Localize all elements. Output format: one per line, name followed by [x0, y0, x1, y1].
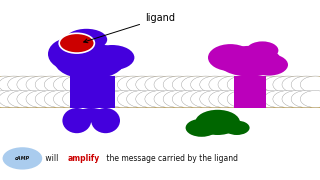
- Circle shape: [3, 147, 42, 170]
- Circle shape: [245, 91, 276, 108]
- Circle shape: [44, 76, 75, 93]
- Circle shape: [117, 76, 148, 93]
- Ellipse shape: [62, 108, 91, 133]
- Circle shape: [26, 76, 56, 93]
- Circle shape: [264, 76, 294, 93]
- Circle shape: [81, 76, 111, 93]
- Bar: [0, 91, 320, 93]
- Circle shape: [255, 91, 285, 108]
- Circle shape: [282, 91, 312, 108]
- Circle shape: [145, 91, 175, 108]
- Ellipse shape: [186, 119, 218, 137]
- Circle shape: [291, 76, 320, 93]
- Circle shape: [163, 91, 193, 108]
- Bar: [0, 76, 320, 108]
- Circle shape: [99, 76, 129, 93]
- Circle shape: [136, 91, 166, 108]
- Circle shape: [236, 76, 267, 93]
- Bar: [70, 76, 115, 94]
- Ellipse shape: [66, 29, 107, 50]
- Text: the message carried by the ligand: the message carried by the ligand: [104, 154, 238, 163]
- Ellipse shape: [91, 108, 120, 133]
- Circle shape: [154, 91, 184, 108]
- Circle shape: [35, 91, 65, 108]
- Circle shape: [63, 91, 93, 108]
- Circle shape: [108, 76, 139, 93]
- Circle shape: [227, 91, 257, 108]
- Bar: [70, 90, 115, 108]
- Circle shape: [209, 91, 239, 108]
- Circle shape: [26, 91, 56, 108]
- Bar: [234, 90, 266, 92]
- Bar: [70, 90, 115, 92]
- Ellipse shape: [224, 121, 250, 135]
- Circle shape: [127, 76, 157, 93]
- Circle shape: [218, 91, 248, 108]
- Circle shape: [81, 91, 111, 108]
- Circle shape: [59, 33, 94, 53]
- Circle shape: [200, 91, 230, 108]
- Circle shape: [127, 91, 157, 108]
- Circle shape: [90, 76, 120, 93]
- Text: will: will: [43, 154, 61, 163]
- Circle shape: [53, 91, 84, 108]
- Circle shape: [72, 76, 102, 93]
- Circle shape: [300, 76, 320, 93]
- Circle shape: [172, 76, 203, 93]
- Circle shape: [117, 91, 148, 108]
- Circle shape: [72, 91, 102, 108]
- Circle shape: [145, 76, 175, 93]
- Circle shape: [300, 91, 320, 108]
- Circle shape: [99, 91, 129, 108]
- Ellipse shape: [75, 108, 107, 122]
- Circle shape: [17, 91, 47, 108]
- Circle shape: [0, 91, 20, 108]
- Circle shape: [108, 91, 139, 108]
- Bar: [234, 76, 266, 94]
- Circle shape: [273, 76, 303, 93]
- Circle shape: [44, 91, 75, 108]
- Circle shape: [172, 91, 203, 108]
- Ellipse shape: [218, 46, 282, 76]
- Ellipse shape: [246, 41, 278, 59]
- Circle shape: [163, 76, 193, 93]
- Circle shape: [181, 76, 212, 93]
- Circle shape: [264, 91, 294, 108]
- Ellipse shape: [54, 43, 125, 79]
- Text: ligand: ligand: [84, 13, 175, 43]
- Bar: [234, 90, 266, 108]
- Circle shape: [191, 76, 221, 93]
- Ellipse shape: [208, 44, 253, 71]
- Circle shape: [8, 76, 38, 93]
- Circle shape: [245, 76, 276, 93]
- Circle shape: [8, 91, 38, 108]
- Circle shape: [154, 76, 184, 93]
- Circle shape: [63, 76, 93, 93]
- Circle shape: [35, 76, 65, 93]
- Circle shape: [0, 76, 29, 93]
- Circle shape: [191, 91, 221, 108]
- Ellipse shape: [90, 45, 134, 70]
- Ellipse shape: [195, 110, 240, 135]
- Circle shape: [200, 76, 230, 93]
- Circle shape: [181, 91, 212, 108]
- Circle shape: [255, 76, 285, 93]
- Circle shape: [282, 76, 312, 93]
- Circle shape: [236, 91, 267, 108]
- Circle shape: [209, 76, 239, 93]
- Circle shape: [227, 76, 257, 93]
- Circle shape: [53, 76, 84, 93]
- Ellipse shape: [250, 54, 288, 76]
- Circle shape: [90, 91, 120, 108]
- Circle shape: [291, 91, 320, 108]
- Circle shape: [17, 76, 47, 93]
- Circle shape: [273, 91, 303, 108]
- Circle shape: [0, 91, 29, 108]
- Text: cAMP: cAMP: [15, 156, 30, 161]
- Ellipse shape: [48, 38, 93, 70]
- Text: amplify: amplify: [67, 154, 100, 163]
- Circle shape: [0, 76, 20, 93]
- Circle shape: [218, 76, 248, 93]
- Circle shape: [136, 76, 166, 93]
